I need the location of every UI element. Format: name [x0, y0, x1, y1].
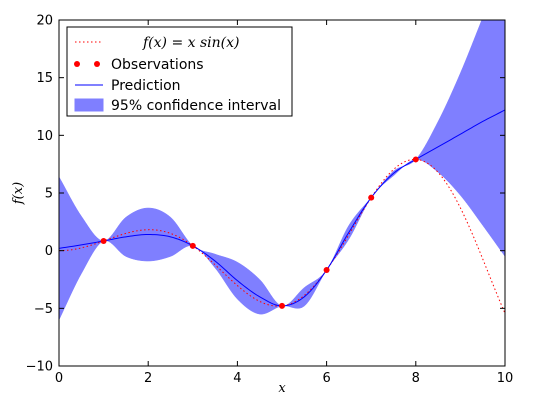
x-tick-label: 2: [144, 371, 152, 386]
x-tick-label: 6: [322, 371, 330, 386]
legend-marker-swatch: [94, 61, 100, 67]
legend-patch-swatch: [74, 98, 104, 112]
legend: f(x) = x sin(x) Observations Prediction 95%…: [66, 26, 293, 117]
legend-label: f(x) = x sin(x): [142, 35, 239, 51]
observation-point: [189, 242, 196, 249]
x-tick-label: 4: [233, 371, 241, 386]
y-tick-label: −10: [26, 360, 53, 375]
true-function-line: [59, 158, 505, 314]
observation-point: [100, 237, 107, 244]
y-tick-label: 15: [36, 71, 53, 86]
y-tick-label: 10: [36, 129, 53, 144]
observation-point: [368, 194, 375, 201]
y-tick-label: 5: [45, 187, 53, 202]
legend-marker-swatch: [74, 61, 80, 67]
x-tick-label: 0: [55, 371, 63, 386]
observation-point: [279, 302, 285, 309]
observation-point: [412, 156, 419, 163]
legend-box: [66, 26, 293, 117]
legend-label: 95% confidence interval: [111, 98, 281, 114]
y-tick-label: −5: [34, 302, 53, 317]
y-tick-label: 20: [36, 14, 53, 29]
confidence-band: [59, 20, 505, 320]
x-axis-label: x: [278, 381, 286, 396]
y-axis-label: f(x): [11, 182, 26, 205]
legend-label: Observations: [111, 57, 204, 73]
x-tick-label: 8: [412, 371, 420, 386]
x-tick-label: 10: [497, 371, 514, 386]
legend-label: Prediction: [111, 78, 181, 94]
y-tick-label: 0: [45, 244, 53, 259]
observation-point: [323, 267, 330, 274]
plot-area: [59, 20, 505, 320]
